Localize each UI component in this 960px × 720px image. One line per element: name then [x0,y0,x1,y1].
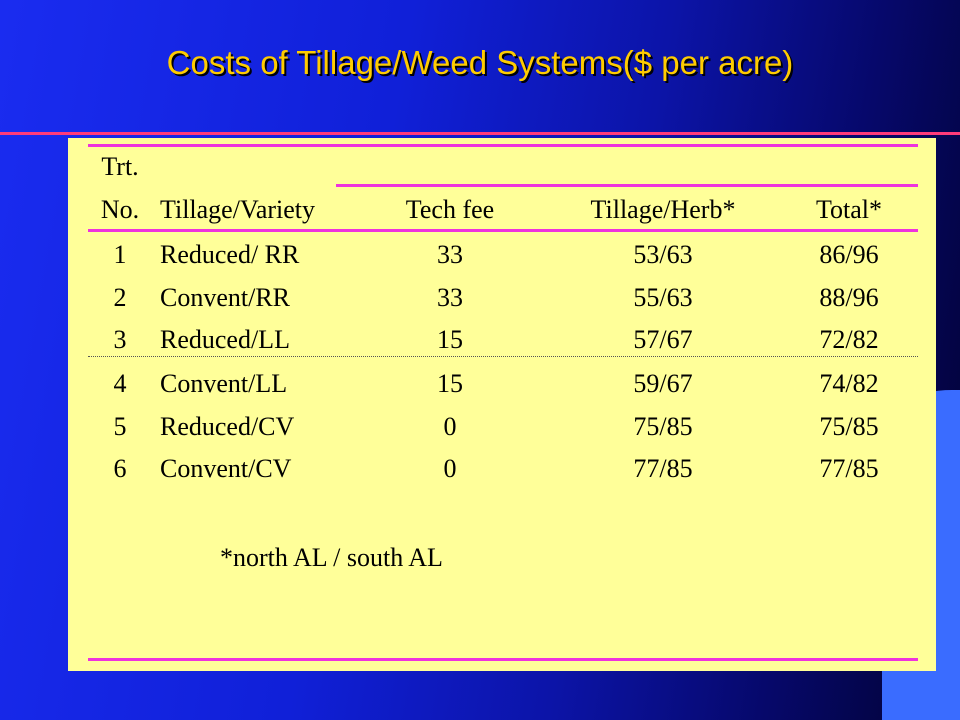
row-tillage-herb: 53/63 [633,240,693,269]
row-no: 5 [113,412,127,441]
row-tech-fee: 33 [437,283,463,312]
row-tillage-variety: Convent/CV [160,454,292,483]
header-tillage-variety: Tillage/Variety [160,195,316,224]
row-total: 88/96 [819,283,879,312]
row-no: 3 [113,325,127,354]
header-bottom-rule [88,229,918,232]
table-top-rule [88,144,918,147]
row-tech-fee: 0 [443,454,457,483]
header-tillage-herb: Tillage/Herb* [590,195,736,224]
header-no: No. [100,195,140,224]
row-tillage-herb: 75/85 [633,412,693,441]
row-no: 6 [113,454,127,483]
row-tech-fee: 15 [437,325,463,354]
row-total: 86/96 [819,240,879,269]
table-bottom-rule [88,658,918,661]
row-tillage-variety: Reduced/CV [160,412,295,441]
row-tillage-herb: 57/67 [633,325,693,354]
row-total: 72/82 [819,325,879,354]
row-total: 74/82 [819,369,879,398]
row-tillage-variety: Reduced/LL [160,325,290,354]
header-total: Total* [815,195,883,224]
row-tillage-variety: Convent/RR [160,283,291,312]
row-total: 77/85 [819,454,879,483]
table-panel: Trt. No. Tillage/Variety Tech fee Tillag… [68,138,936,671]
header-tech-fee: Tech fee [405,195,495,224]
row-total: 75/85 [819,412,879,441]
row-tillage-herb: 77/85 [633,454,693,483]
row-tech-fee: 33 [437,240,463,269]
title-divider [0,132,960,135]
header-trt: Trt. [101,152,139,181]
row-tillage-herb: 59/67 [633,369,693,398]
row-tillage-variety: Convent/LL [160,369,288,398]
header-mid-rule [336,184,918,187]
group-separator [88,356,918,357]
row-tech-fee: 0 [443,412,457,441]
row-no: 2 [113,283,127,312]
table-footnote: *north AL / south AL [220,543,443,572]
row-tech-fee: 15 [437,369,463,398]
row-no: 4 [113,369,127,398]
row-tillage-variety: Reduced/ RR [160,240,300,269]
slide-title: Costs of Tillage/Weed Systems($ per acre… [166,44,794,81]
row-no: 1 [113,240,127,269]
row-tillage-herb: 55/63 [633,283,693,312]
